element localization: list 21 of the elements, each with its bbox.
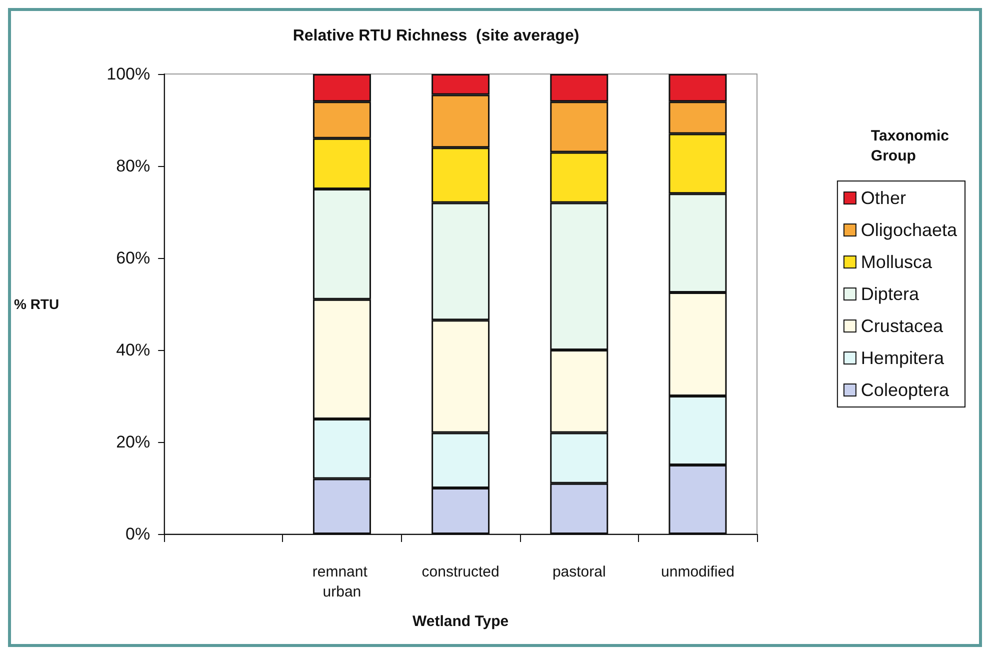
- y-tick-label: 40%: [116, 340, 150, 360]
- y-tick-label: 80%: [116, 156, 150, 176]
- x-tick-label: unmodified: [661, 564, 734, 580]
- legend-label: Mollusca: [860, 252, 933, 272]
- legend-label: Crustacea: [860, 316, 944, 336]
- y-tick-label: 20%: [116, 432, 150, 452]
- x-axis-title: Wetland Type: [412, 613, 509, 630]
- legend-label: Diptera: [860, 284, 920, 304]
- x-tick-label: pastoral: [552, 564, 606, 580]
- legend-label: Oligochaeta: [860, 220, 958, 240]
- x-tick-label: constructed: [422, 564, 500, 580]
- legend-label: Hempitera: [860, 348, 945, 368]
- x-tick-label: remnant urban: [312, 564, 372, 600]
- chart-title: Relative RTU Richness (site average): [292, 28, 580, 44]
- legend-label: Coleoptera: [860, 380, 950, 400]
- y-tick-label: 100%: [106, 64, 150, 84]
- y-tick-label: 0%: [126, 524, 150, 544]
- legend-title: Taxonomic Group: [870, 128, 950, 164]
- y-tick-label: 60%: [116, 248, 150, 268]
- legend-label: Other: [860, 188, 906, 208]
- y-axis-title: % RTU: [14, 296, 60, 312]
